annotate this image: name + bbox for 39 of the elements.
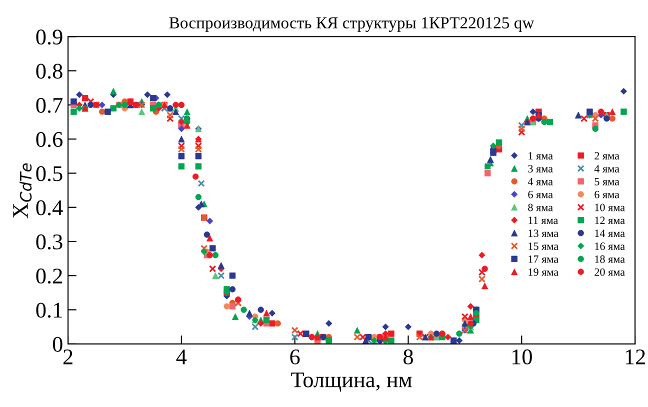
legend-label: 20 яма [594,268,625,276]
legend-label: 11 яма [528,216,558,224]
legend-label: 2 яма [594,152,620,160]
legend-label: 4 яма [594,165,620,172]
x-tick-label: 4 [176,350,187,364]
legend-label: 12 яма [595,216,625,224]
x-tick-label: 8 [404,349,413,364]
y-tick-label: 0.9 [36,30,62,45]
legend-label: 6 яма [594,190,620,198]
y-tick-label: 0.1 [36,302,62,318]
legend-label: 6 яма [528,190,553,198]
legend-label: 14 яма [595,230,625,238]
legend-label: 16 яма [595,242,625,250]
y-tick-label: 0 [52,336,62,352]
legend-label: 19 яма [528,268,558,276]
y-tick-label: 0.4 [36,200,63,216]
legend-label: 13 яма [528,230,558,238]
legend-label: 15 яма [528,242,558,250]
y-tick-label: 0.3 [36,234,62,250]
legend-label: 18 яма [595,255,625,263]
legend-label: 17 яма [528,255,558,263]
legend-label: 5 яма [594,178,620,186]
chart-title: Воспроизводимость КЯ структуры 1КРТ220125 qw [169,17,534,32]
y-tick-label: 0.7 [36,98,63,113]
x-tick-label: 2 [63,349,72,364]
legend-label: 3 яма [528,164,553,172]
y-tick-label: 0.5 [36,166,62,182]
x-tick-label: 6 [290,349,300,364]
x-axis-title: Толщина, нм [291,372,412,392]
legend-label: 10 яма [595,204,625,212]
x-tick-label: 10 [512,349,532,364]
legend-label: 8 яма [528,204,553,212]
legend-label: 4 яма [528,178,553,186]
y-tick-label: 0.2 [36,268,62,284]
y-tick-label: 0.6 [36,132,63,148]
legend-label: 1 яма [528,152,553,160]
y-tick-label: 0.8 [36,64,62,79]
x-tick-label: 12 [626,349,645,364]
y-axis-title: X$_{CdTe}$ [13,163,32,218]
